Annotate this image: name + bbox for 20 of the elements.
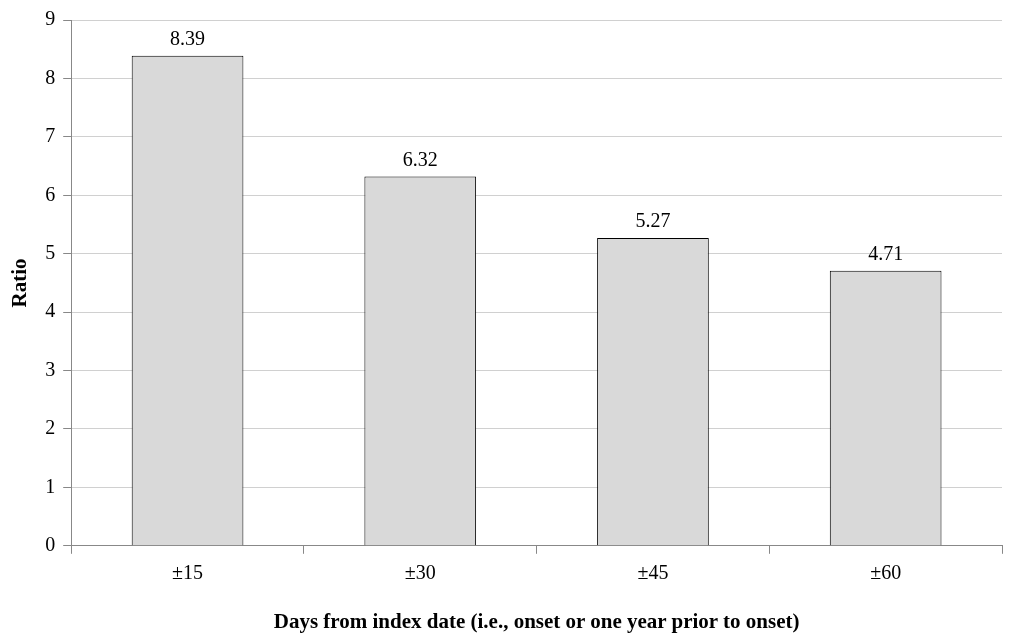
y-tick-label: 6 (45, 182, 56, 205)
x-tick-label: ±60 (870, 561, 902, 584)
y-tick-label: 1 (45, 474, 56, 497)
x-axis-title: Days from index date (i.e., onset or one year prior to onset) (273, 608, 800, 633)
y-axis-title: Ratio (7, 258, 32, 308)
y-tick-label: 7 (45, 124, 56, 147)
data-label: 8.39 (170, 26, 206, 49)
x-tick-label: ±45 (637, 561, 669, 584)
y-tick-label: 8 (45, 65, 56, 88)
y-tick-label: 4 (45, 299, 56, 322)
x-tick-label: ±30 (404, 561, 436, 584)
data-label: 4.71 (868, 241, 904, 264)
y-tick-label: 3 (45, 357, 56, 380)
data-label: 5.27 (635, 209, 671, 232)
y-tick-label: 5 (45, 240, 56, 263)
y-tick-label: 2 (45, 416, 56, 439)
x-tick-label: ±15 (172, 561, 204, 584)
data-label: 6.32 (402, 147, 438, 170)
y-tick-label: 0 (45, 533, 56, 556)
y-tick-label: 9 (45, 7, 56, 30)
